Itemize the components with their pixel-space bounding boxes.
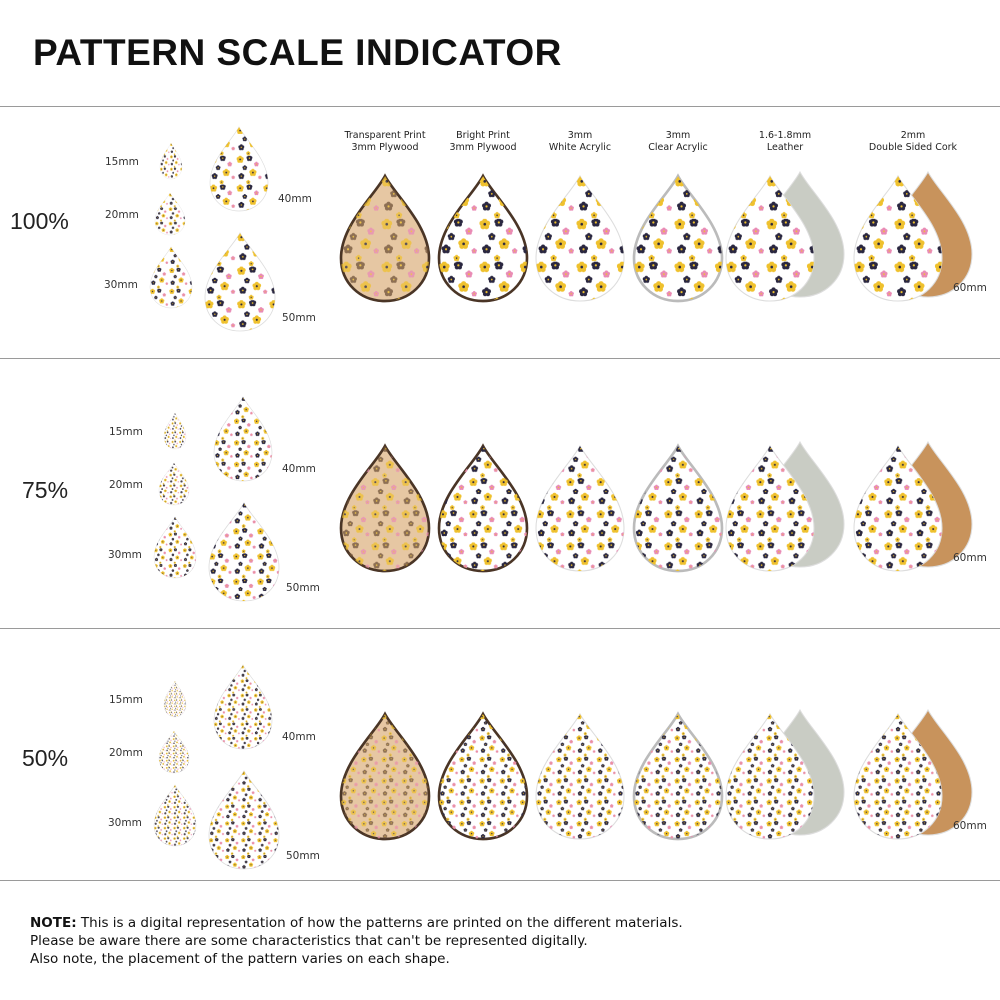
- sample-15mm: [163, 680, 187, 718]
- material-size-label: 60mm: [953, 552, 987, 564]
- size-label: 40mm: [282, 731, 316, 743]
- size-label: 20mm: [105, 209, 139, 221]
- material-line-1: 3mm: [567, 130, 593, 141]
- sample-30mm: [149, 246, 193, 309]
- size-label: 20mm: [109, 479, 143, 491]
- size-label: 20mm: [109, 747, 143, 759]
- sample-30mm: [153, 516, 197, 579]
- material-label: Bright Print 3mm Plywood: [423, 130, 543, 154]
- size-label: 50mm: [286, 850, 320, 862]
- sample-40mm: [213, 664, 273, 750]
- material-5-sample: [853, 174, 943, 302]
- material-line-1: 2mm: [900, 130, 926, 141]
- material-2-sample: [535, 444, 625, 572]
- note: NOTE: This is a digital representation o…: [30, 914, 683, 968]
- sample-50mm: [204, 232, 276, 332]
- divider: [0, 106, 1000, 107]
- note-line-2: Please be aware there are some character…: [30, 933, 588, 949]
- material-line-2: White Acrylic: [548, 142, 612, 153]
- material-line-2: Leather: [766, 142, 804, 153]
- material-4-sample: [725, 444, 815, 572]
- sample-20mm: [154, 192, 186, 236]
- material-line-1: 3mm: [665, 130, 691, 141]
- material-1-sample: [437, 711, 529, 841]
- page-title: PATTERN SCALE INDICATOR: [33, 32, 562, 73]
- material-4-sample: [725, 174, 815, 302]
- material-line-1: 1.6-1.8mm: [758, 130, 812, 141]
- divider: [0, 358, 1000, 359]
- size-label: 50mm: [286, 582, 320, 594]
- sample-20mm: [158, 730, 190, 774]
- material-4-sample: [725, 712, 815, 840]
- sample-40mm: [213, 396, 273, 482]
- size-label: 15mm: [109, 694, 143, 706]
- sample-40mm: [209, 126, 269, 212]
- material-1-sample: [437, 173, 529, 303]
- divider: [0, 880, 1000, 881]
- sample-30mm: [153, 784, 197, 847]
- size-label: 30mm: [104, 279, 138, 291]
- material-1-sample: [437, 443, 529, 573]
- scale-label: 100%: [10, 208, 69, 234]
- size-label: 40mm: [278, 193, 312, 205]
- scale-label: 50%: [22, 745, 69, 771]
- note-label: NOTE:: [30, 915, 77, 931]
- size-label: 40mm: [282, 463, 316, 475]
- material-line-1: Transparent Print: [344, 130, 426, 141]
- size-label: 30mm: [108, 549, 142, 561]
- material-line-2: Double Sided Cork: [868, 142, 958, 153]
- sample-50mm: [208, 502, 280, 602]
- material-label: 2mm Double Sided Cork: [853, 130, 973, 154]
- note-line-3: Also note, the placement of the pattern …: [30, 951, 450, 967]
- size-label: 30mm: [108, 817, 142, 829]
- material-label: Transparent Print 3mm Plywood: [325, 130, 445, 154]
- material-label: 3mm White Acrylic: [520, 130, 640, 154]
- material-0-sample: [339, 711, 431, 841]
- material-3-sample: [632, 173, 724, 303]
- material-2-sample: [535, 712, 625, 840]
- material-5-sample: [853, 444, 943, 572]
- material-0-sample: [339, 443, 431, 573]
- material-size-label: 60mm: [953, 820, 987, 832]
- material-line-2: Clear Acrylic: [648, 142, 708, 153]
- size-label: 15mm: [105, 156, 139, 168]
- sample-20mm: [158, 462, 190, 506]
- sample-15mm: [159, 142, 183, 180]
- divider: [0, 628, 1000, 629]
- material-3-sample: [632, 711, 724, 841]
- material-0-sample: [339, 173, 431, 303]
- material-5-sample: [853, 712, 943, 840]
- size-label: 50mm: [282, 312, 316, 324]
- material-2-sample: [535, 174, 625, 302]
- material-label: 1.6-1.8mm Leather: [725, 130, 845, 154]
- note-line-1: This is a digital representation of how …: [80, 915, 683, 931]
- material-size-label: 60mm: [953, 282, 987, 294]
- material-label: 3mm Clear Acrylic: [618, 130, 738, 154]
- scale-label: 75%: [22, 477, 69, 503]
- material-3-sample: [632, 443, 724, 573]
- material-line-1: Bright Print: [456, 130, 510, 141]
- sample-50mm: [208, 770, 280, 870]
- size-label: 15mm: [109, 426, 143, 438]
- sample-15mm: [163, 412, 187, 450]
- material-line-2: 3mm Plywood: [449, 142, 517, 153]
- material-line-2: 3mm Plywood: [351, 142, 419, 153]
